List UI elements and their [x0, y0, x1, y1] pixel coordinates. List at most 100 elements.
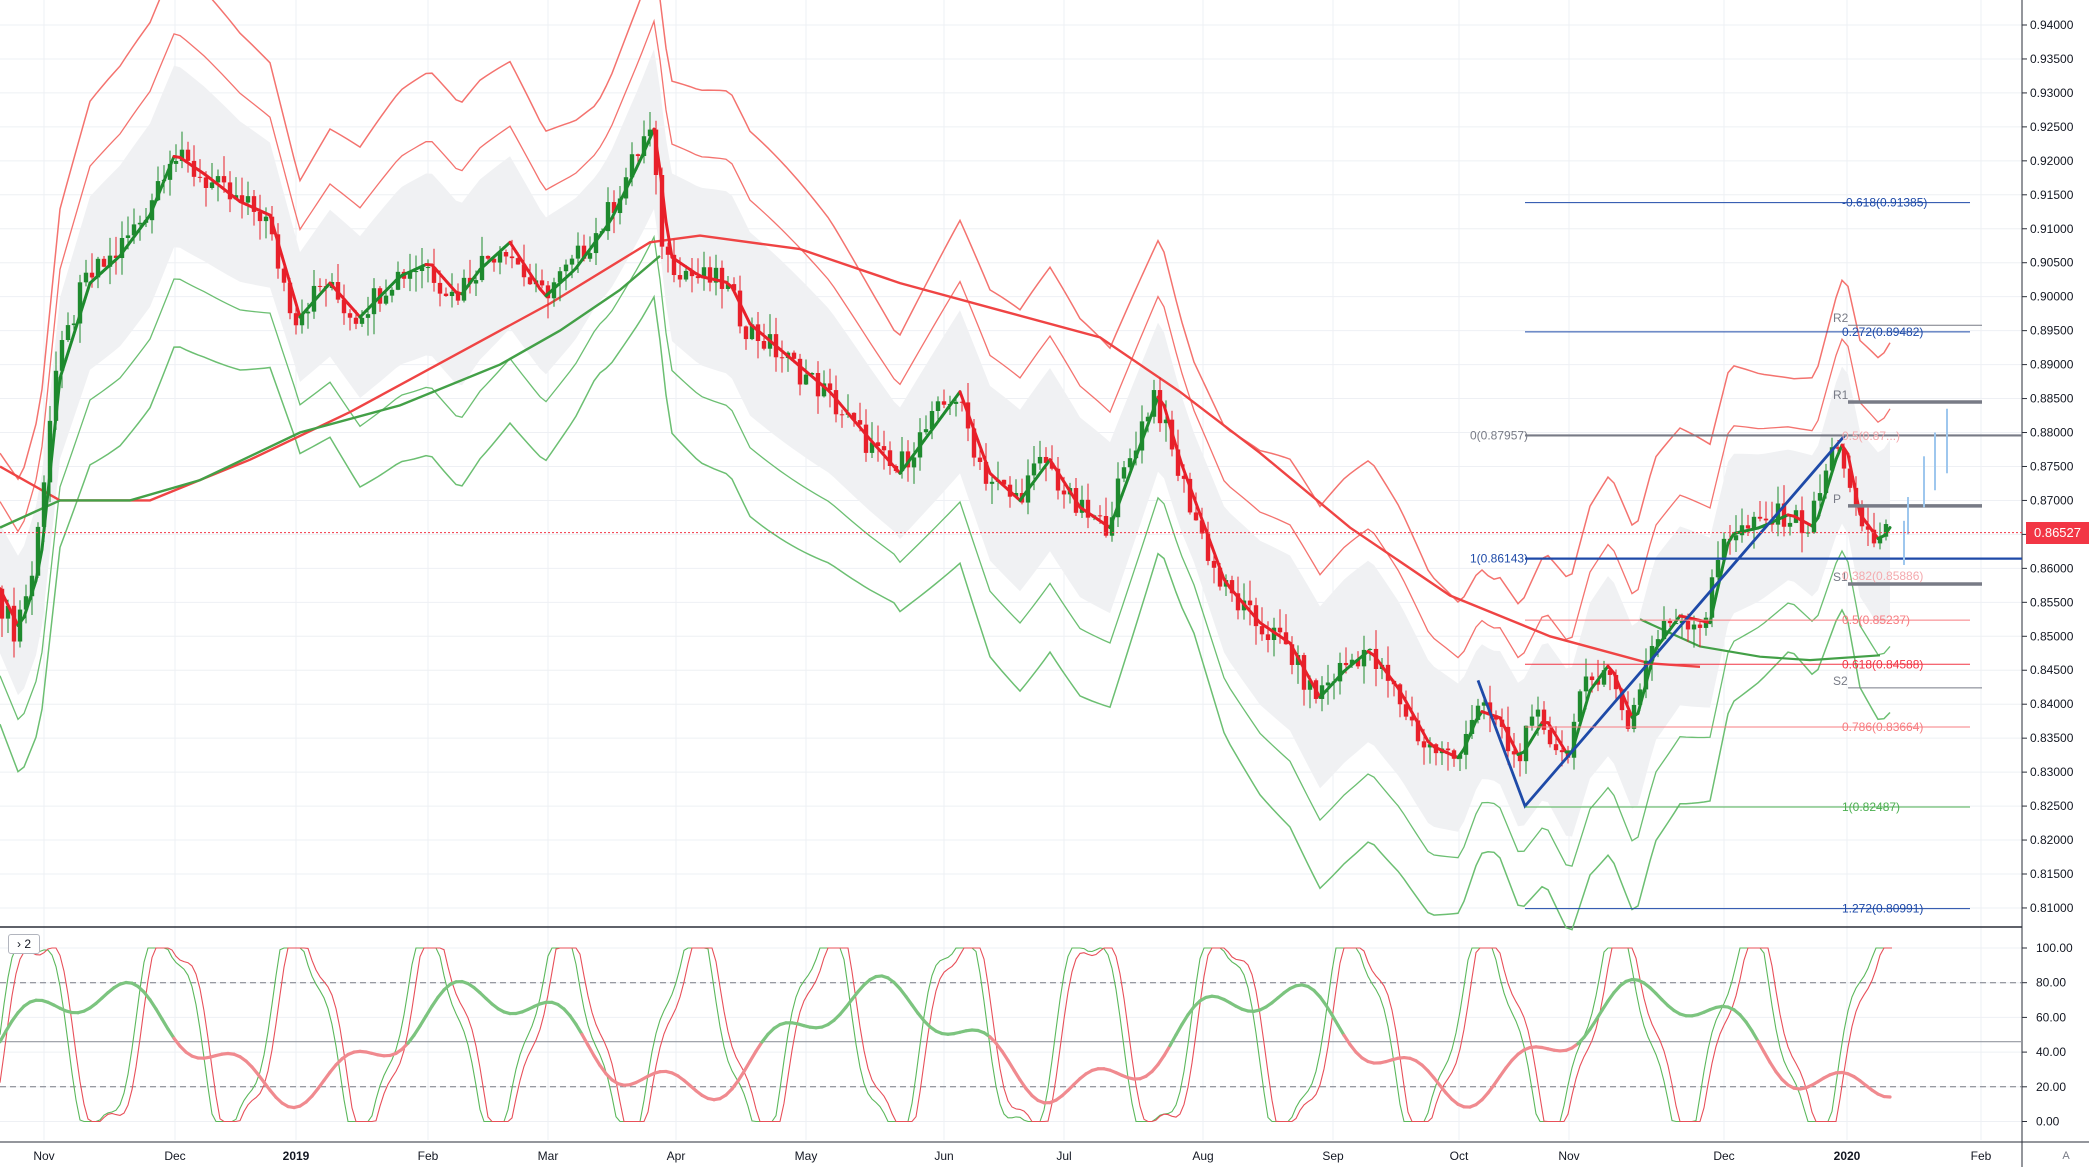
candle-body: [1584, 676, 1588, 691]
candle-body: [174, 161, 178, 164]
candle-body: [912, 457, 916, 467]
time-tick-label: Nov: [33, 1149, 54, 1163]
time-tick-label: Feb: [418, 1149, 439, 1163]
time-tick-label: Dec: [1713, 1149, 1734, 1163]
time-tick-label: Sep: [1322, 1149, 1344, 1163]
candle-body: [990, 482, 994, 484]
candle-body: [1668, 621, 1672, 623]
candle-body: [864, 425, 868, 453]
candle-body: [84, 273, 88, 283]
candle-body: [1686, 621, 1690, 629]
price-tick-label: 0.90500: [2030, 256, 2074, 270]
candle-body: [762, 341, 766, 349]
candle-body: [1698, 625, 1702, 628]
candle-body: [474, 280, 478, 283]
candle-body: [564, 265, 568, 272]
osc-tick-label: 100.00: [2036, 941, 2073, 955]
candle-body: [438, 283, 442, 294]
candle-body: [1266, 634, 1270, 640]
osc-slow-segment: [432, 997, 438, 1006]
oscillator-pane-label: 2: [24, 937, 31, 951]
candle-body: [294, 313, 298, 325]
price-tick-label: 0.92500: [2030, 120, 2074, 134]
price-tick-label: 0.84500: [2030, 663, 2074, 677]
candle-body: [678, 275, 682, 279]
fib-label: 0.618(0.84588): [1842, 657, 1923, 671]
candle-body: [90, 273, 94, 278]
price-tick-label: 0.93500: [2030, 52, 2074, 66]
osc-slow-segment: [1602, 1001, 1608, 1010]
candle-body: [570, 259, 574, 265]
price-tick-label: 0.85500: [2030, 595, 2074, 609]
price-tick-label: 0.81500: [2030, 867, 2074, 881]
candle-body: [1734, 535, 1738, 540]
candle-body: [510, 256, 514, 258]
osc-slow-segment: [168, 1029, 174, 1038]
candle-body: [222, 176, 226, 182]
pivot-label: R2: [1833, 311, 1849, 325]
osc-slow-segment: [1752, 1031, 1758, 1041]
osc-slow-segment: [1182, 1015, 1188, 1025]
fib-label: 1(0.86143): [1470, 552, 1528, 566]
osc-slow-segment: [1170, 1035, 1176, 1046]
candle-body: [1422, 741, 1426, 747]
osc-slow-segment: [594, 1056, 600, 1066]
price-tick-label: 0.88500: [2030, 392, 2074, 406]
time-tick-label: Oct: [1450, 1149, 1469, 1163]
candle-body: [210, 182, 214, 188]
candle-body: [264, 217, 268, 221]
fib-label: 0.272(0.89482): [1842, 325, 1923, 339]
candle-body: [198, 177, 202, 178]
candle-body: [1818, 493, 1822, 501]
candle-body: [978, 458, 982, 462]
time-tick-label: Aug: [1192, 1149, 1213, 1163]
candle-body: [1530, 717, 1534, 726]
osc-slow-segment: [1590, 1020, 1596, 1029]
osc-slow-segment: [6, 1021, 12, 1031]
candle-body: [720, 268, 724, 289]
auto-scale-button[interactable]: A: [2056, 1147, 2076, 1165]
price-tick-label: 0.83000: [2030, 765, 2074, 779]
pivot-label: R1: [1833, 388, 1849, 402]
osc-tick-label: 40.00: [2036, 1045, 2066, 1059]
osc-slow-segment: [1338, 1025, 1344, 1035]
osc-slow-segment: [1008, 1060, 1014, 1070]
candle-body: [366, 314, 370, 318]
time-tick-label: Apr: [667, 1149, 686, 1163]
price-tick-label: 0.86000: [2030, 561, 2074, 575]
price-tick-label: 0.82500: [2030, 799, 2074, 813]
candle-body: [426, 267, 430, 268]
candle-body: [954, 402, 958, 404]
candle-body: [348, 313, 352, 318]
osc-tick-label: 80.00: [2036, 976, 2066, 990]
osc-slow-segment: [414, 1026, 420, 1035]
time-tick-label: 2020: [1834, 1149, 1861, 1163]
fib-label: 0(0.87957): [1470, 428, 1528, 442]
price-tick-label: 0.92000: [2030, 154, 2074, 168]
candle-body: [1158, 390, 1162, 423]
price-tick-label: 0.82000: [2030, 833, 2074, 847]
candle-body: [798, 359, 802, 385]
bollinger-bands: [0, 0, 1890, 930]
faded-fib-label: 0.5(0.87...): [1842, 429, 1900, 443]
candle-body: [1032, 463, 1036, 475]
last-price-tag: 0.86527: [2026, 522, 2089, 544]
faded-fib-label: 0.382(0.85886): [1842, 569, 1923, 583]
candle-body: [576, 246, 580, 259]
time-tick-label: Jul: [1056, 1149, 1071, 1163]
candle-body: [636, 154, 640, 156]
price-tick-label: 0.88000: [2030, 426, 2074, 440]
osc-slow-segment: [756, 1042, 762, 1051]
oscillator-pane-toggle[interactable]: › 2: [8, 934, 40, 954]
osc-slow-segment: [1014, 1070, 1020, 1080]
candle-body: [444, 294, 448, 296]
candle-body: [1278, 628, 1282, 633]
candle-body: [1098, 515, 1102, 516]
osc-slow-segment: [1770, 1062, 1776, 1071]
candle-body: [1212, 561, 1216, 568]
osc-slow-segment: [750, 1051, 756, 1061]
candle-body: [1368, 649, 1372, 650]
price-tick-label: 0.81000: [2030, 901, 2074, 915]
